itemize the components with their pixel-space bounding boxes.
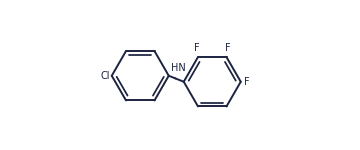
Text: F: F	[244, 77, 250, 87]
Text: Cl: Cl	[100, 71, 110, 81]
Text: F: F	[225, 43, 230, 52]
Text: HN: HN	[171, 63, 186, 73]
Text: F: F	[194, 43, 199, 52]
